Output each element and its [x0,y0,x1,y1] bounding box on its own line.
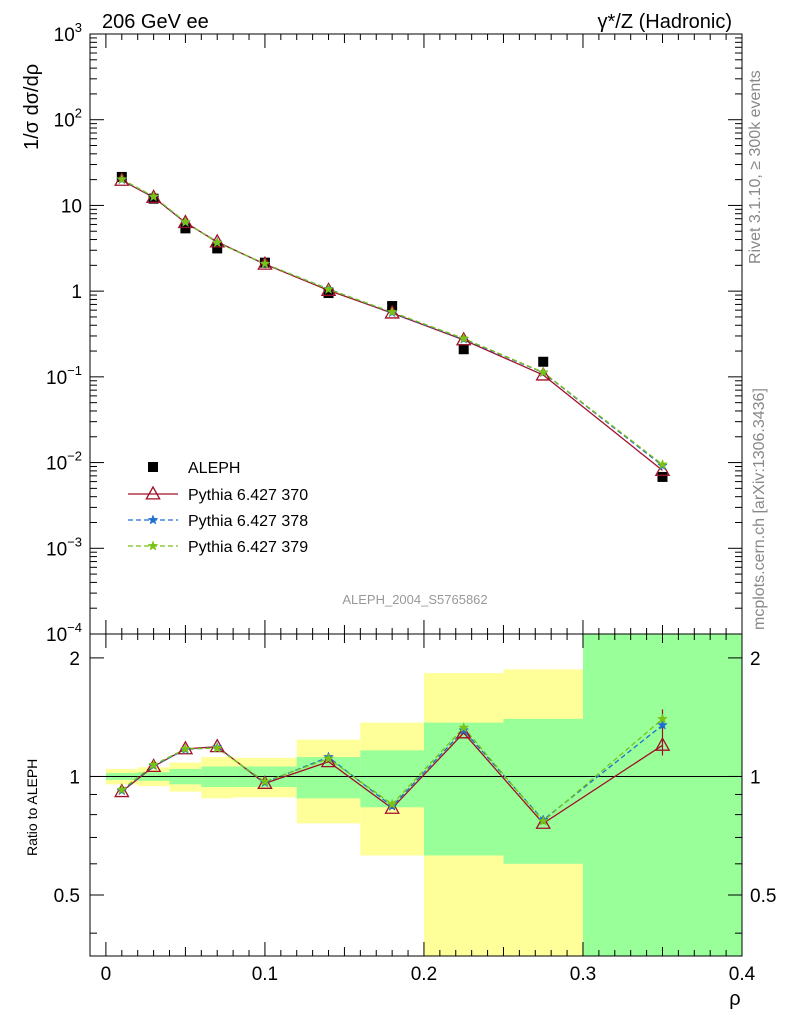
ratio-y-tick-label-right: 2 [750,649,761,670]
ratio-point-2-0 [116,784,128,795]
ratio-point-2-1 [148,759,160,770]
legend-marker-0 [148,462,158,472]
tick-base: 10 [46,454,67,475]
point-3-9 [657,458,668,470]
point-3-4 [259,257,271,269]
main-y-tick-label: 1 [71,282,82,303]
legend-marker-3 [147,540,159,551]
point-0-9 [657,471,668,482]
ratio-point-2-8 [537,815,549,826]
ratio-line-2 [121,718,663,823]
point-1-5 [320,282,337,296]
point-3-2 [180,216,191,227]
tick-base: 10 [54,111,75,132]
ratio-y-tick-label-left: 1 [69,767,80,788]
main-y-tick-label: 10−1 [46,363,82,389]
point-3-3 [211,236,223,248]
legend-label-0: ALEPH [188,460,240,477]
ratio-point-2-3 [211,742,223,753]
tick-base: 10 [54,25,75,46]
ratio-point-0-9 [654,736,671,751]
ratio-point-2-2 [180,743,191,754]
point-1-8 [535,366,551,381]
point-1-9 [654,462,671,476]
legend-marker-1 [145,485,161,500]
x-tick-label: 0.4 [729,964,756,985]
tick-exponent: −4 [67,620,82,635]
uncertainty-band-inner-9 [582,634,742,956]
side-text-lower: mcplots.cern.ch [arXiv:1306.3436] [751,388,768,630]
point-3-7 [458,332,470,344]
series-line-1 [121,179,663,471]
ratio-point-2-9 [657,713,668,724]
ratio-point-2-6 [386,798,398,809]
tick-base: 10 [61,196,82,217]
ratio-frame [89,633,743,957]
tick-exponent: 2 [75,106,82,121]
point-3-5 [323,283,334,294]
ratio-point-2-5 [323,752,334,764]
ratio-point-0-8 [535,815,551,829]
legend-label-2: Pythia 6.427 378 [188,513,308,530]
main-y-tick-label: 10−4 [46,620,82,646]
tick-exponent: −3 [67,534,82,549]
analysis-watermark: ALEPH_2004_S5765862 [342,592,487,607]
ratio-ylabel: Ratio to ALEPH [24,759,40,856]
ratio-point-1-9 [657,719,668,730]
ratio-point-0-6 [384,799,400,814]
ratio-y-tick-label-left: 2 [69,649,80,670]
header-left: 206 GeV ee [102,11,209,33]
point-3-0 [116,173,128,184]
ratio-point-0-5 [320,753,337,768]
legend-label-1: Pythia 6.427 370 [188,487,308,504]
tick-base: 10 [46,539,67,560]
x-tick-label: 0.1 [252,964,278,985]
uncertainty-band-inner-8 [503,718,583,864]
point-3-8 [537,366,549,377]
tick-base: 10 [46,625,67,646]
header-right: γ*/Z (Hadronic) [598,11,732,33]
point-0-2 [180,223,191,234]
x-axis-label: ρ [729,988,740,1010]
main-ylabel: 1/σ dσ/dρ [21,64,43,150]
legend: ALEPH Pythia 6.427 370 Pythia 6.427 378 Pyt… [128,460,308,556]
ratio-panel: 2 2 1 1 0.5 0.5 0 0.1 0.2 0.3 0.4 [54,633,776,985]
tick-base: 1 [71,282,82,303]
uncertainty-band-inner-6 [360,750,424,808]
main-y-tick-label: 103 [54,20,82,46]
series-line-3 [121,178,663,466]
ratio-point-0-7 [455,724,472,739]
tick-exponent: −2 [67,449,82,464]
legend-label-3: Pythia 6.427 379 [188,539,308,556]
point-0-3 [212,243,223,254]
legend-marker-2 [147,514,159,525]
main-y-tick-label: 10 [61,196,82,217]
main-y-tick-label: 10−2 [46,449,82,475]
point-0-7 [458,344,469,355]
ratio-point-2-4 [259,775,271,787]
x-tick-label: 0.2 [411,964,437,985]
ratio-point-2-7 [458,721,470,733]
main-y-tick-label: 102 [54,106,82,132]
side-text-upper: Rivet 3.1.10, ≥ 300k events [747,70,764,264]
uncertainty-band-inner-7 [423,722,504,856]
point-3-6 [386,306,398,317]
point-3-1 [148,190,160,202]
x-tick-label: 0.3 [570,964,596,985]
series-line-2 [121,179,663,467]
tick-base: 10 [46,368,67,389]
ratio-y-tick-label-left: 0.5 [54,886,80,907]
point-0-5 [323,288,334,299]
ratio-y-tick-label-right: 0.5 [750,886,776,907]
main-y-tick-label: 10−3 [46,534,82,560]
point-0-8 [538,356,549,367]
x-tick-label: 0 [101,964,112,985]
ratio-y-tick-label-right: 1 [750,767,761,788]
tick-exponent: 3 [75,20,82,35]
tick-exponent: −1 [67,363,82,378]
